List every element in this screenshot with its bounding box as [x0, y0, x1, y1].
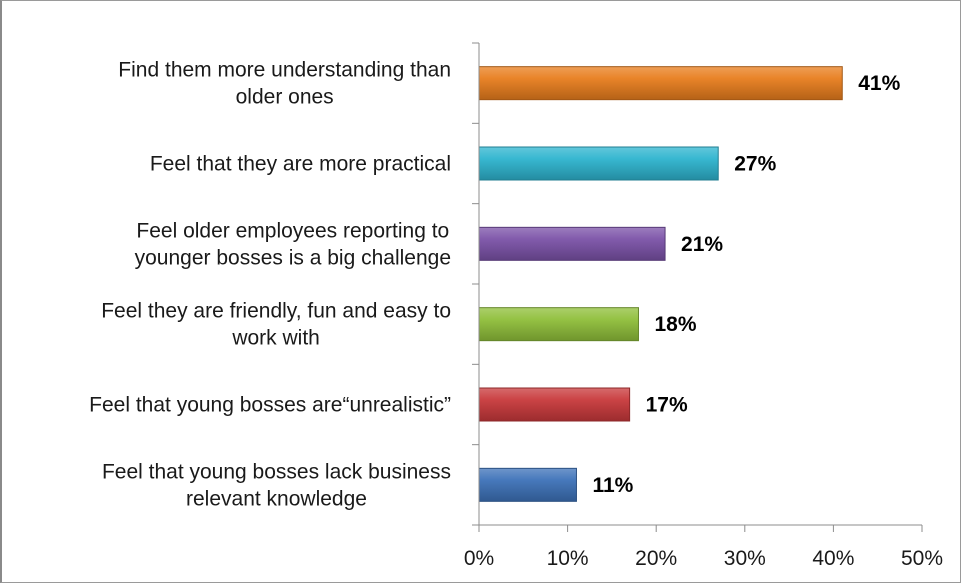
category-label-line: work with — [231, 327, 320, 350]
bar-value-label: 17% — [646, 394, 688, 417]
x-tick-label: 0% — [464, 547, 494, 570]
category-label-line: Feel they are friendly, fun and easy to — [101, 300, 451, 323]
x-tick-label: 10% — [547, 547, 589, 570]
bar-value-label: 41% — [858, 72, 900, 95]
category-label-line: younger bosses is a big challenge — [135, 246, 451, 269]
x-tick-label: 20% — [635, 547, 677, 570]
category-label: Find them more understanding than older o… — [118, 59, 451, 109]
category-label: Feel that young bosses lack business rele… — [102, 460, 451, 510]
category-label-line: Feel that young bosses lack business — [102, 460, 451, 483]
category-label-line: relevant knowledge — [186, 487, 367, 510]
bar — [478, 387, 631, 422]
category-label: Feel they are friendly, fun and easy to w… — [101, 300, 451, 350]
category-label-line: older ones — [236, 86, 334, 109]
category-label-line: Feel older employees reporting to — [136, 219, 449, 242]
category-label: Feel older employees reporting to younger… — [135, 219, 451, 269]
bar — [478, 467, 577, 502]
bar — [478, 226, 666, 261]
x-tick-label: 30% — [724, 547, 766, 570]
bar-value-label: 27% — [734, 153, 776, 176]
bar — [478, 146, 719, 181]
bar-value-label: 18% — [654, 313, 696, 336]
category-label: Feel that young bosses are“unrealistic” — [89, 394, 451, 417]
bar — [478, 307, 639, 342]
x-tick-label: 50% — [901, 547, 943, 570]
category-label-line: Find them more understanding than — [118, 59, 451, 82]
bar-value-label: 21% — [681, 233, 723, 256]
category-label-line: Feel that they are more practical — [150, 153, 451, 176]
bar — [478, 66, 843, 101]
bar-value-label: 11% — [592, 474, 633, 497]
category-label: Feel that they are more practical — [150, 153, 451, 176]
x-tick-label: 40% — [812, 547, 854, 570]
category-label-line: Feel that young bosses are“unrealistic” — [89, 394, 451, 417]
